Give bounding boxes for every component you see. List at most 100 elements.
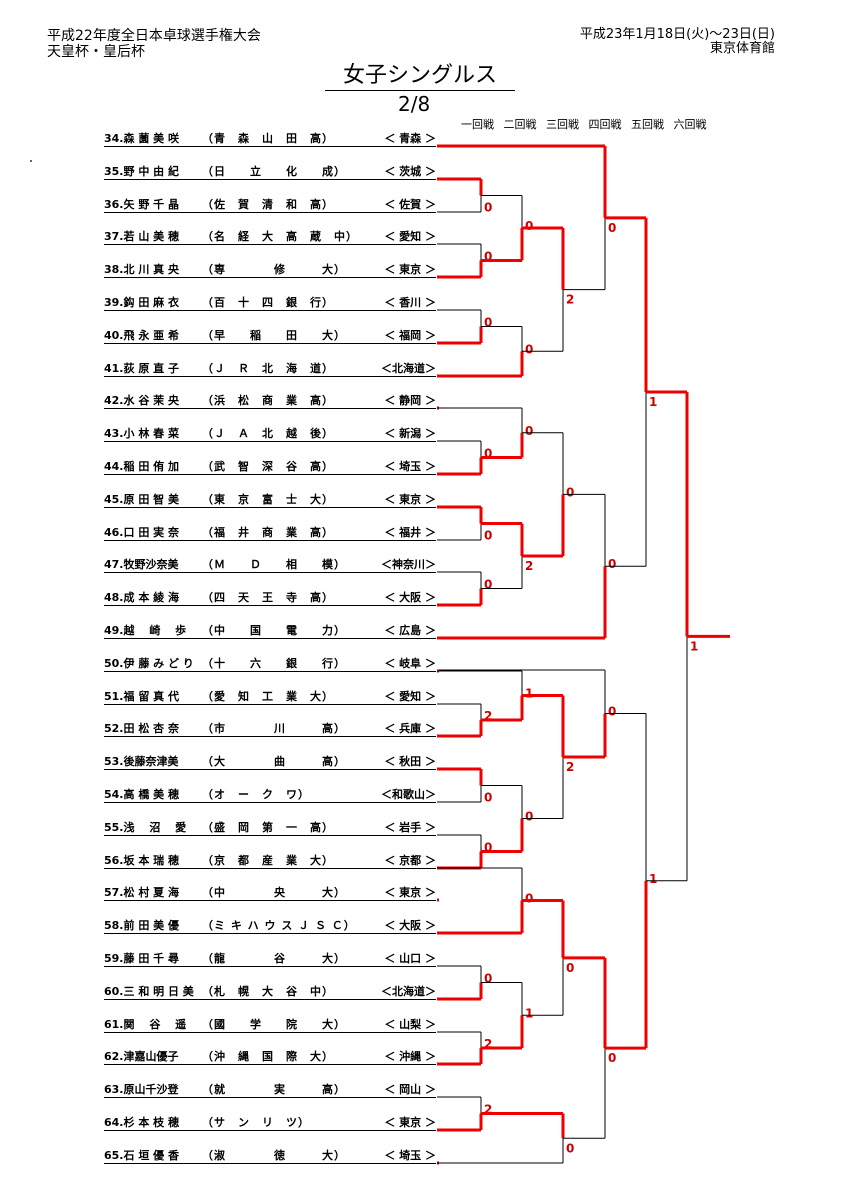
player-affiliation: （名 経 大 高 蔵 中） (202, 230, 358, 243)
match-score: 2 (484, 1037, 492, 1051)
match-score: 2 (484, 1103, 492, 1117)
match-score: 0 (484, 316, 492, 330)
player-entry: 45.原 田 智 美 （東 京 富 士 大） ＜ 東京 ＞ (104, 493, 436, 508)
match-score: 0 (484, 841, 492, 855)
match-score: 0 (484, 201, 492, 215)
player-entry: 46.口 田 実 奈 （福 井 商 業 高） ＜ 福井 ＞ (104, 526, 436, 541)
player-name: 35.野 中 由 紀 (104, 165, 179, 178)
player-prefecture: ＜ 東京 ＞ (384, 1116, 436, 1129)
match-score: 0 (608, 557, 616, 571)
player-prefecture: ＜ 東京 ＞ (384, 493, 436, 506)
player-entry: 37.若 山 美 穂 （名 経 大 高 蔵 中） ＜ 愛知 ＞ (104, 230, 436, 245)
player-affiliation: （中 央 大） (202, 886, 346, 899)
player-name: 59.藤 田 千 尋 (104, 952, 179, 965)
player-entry: 64.杉 本 枝 穂 （サ ン リ ツ） ＜ 東京 ＞ (104, 1116, 436, 1131)
player-name: 41.荻 原 直 子 (104, 362, 179, 375)
player-prefecture: ＜ 沖縄 ＞ (384, 1050, 436, 1063)
player-affiliation: （Ｊ Ｒ 北 海 道） (202, 362, 334, 375)
match-score: 0 (566, 485, 574, 499)
player-prefecture: ＜ 山口 ＞ (384, 952, 436, 965)
player-name: 46.口 田 実 奈 (104, 526, 179, 539)
player-name: 52.田 松 杏 奈 (104, 722, 179, 735)
player-entry: 65.石 垣 優 香 （淑 徳 大） ＜ 埼玉 ＞ (104, 1149, 436, 1164)
player-prefecture: ＜神奈川＞ (381, 558, 436, 571)
player-name: 45.原 田 智 美 (104, 493, 179, 506)
player-affiliation: （四 天 王 寺 高） (202, 591, 334, 604)
player-affiliation: （Ｊ Ａ 北 越 後） (202, 427, 334, 440)
player-prefecture: ＜ 茨城 ＞ (384, 165, 436, 178)
player-affiliation: （青 森 山 田 高） (202, 132, 334, 145)
player-entry: 62.津嘉山優子 （沖 縄 国 際 大） ＜ 沖縄 ＞ (104, 1050, 436, 1065)
player-affiliation: （佐 賀 清 和 高） (202, 198, 334, 211)
match-score: 0 (608, 221, 616, 235)
player-prefecture: ＜ 埼玉 ＞ (384, 1149, 436, 1162)
player-entry: 44.稲 田 侑 加 （武 智 深 谷 高） ＜ 埼玉 ＞ (104, 460, 436, 475)
player-entry: 63.原山千沙登 （就 実 高） ＜ 岡山 ＞ (104, 1083, 436, 1098)
player-affiliation: （専 修 大） (202, 263, 346, 276)
player-name: 54.高 橋 美 穂 (104, 788, 179, 801)
player-affiliation: （京 都 産 業 大） (202, 854, 334, 867)
player-name: 50.伊 藤 み ど り (104, 657, 194, 670)
player-name: 40.飛 永 亜 希 (104, 329, 179, 342)
match-score: 2 (566, 293, 574, 307)
player-entry: 47.牧野沙奈美 （Ｍ Ｄ 相 模） ＜神奈川＞ (104, 558, 436, 573)
player-affiliation: （武 智 深 谷 高） (202, 460, 334, 473)
player-affiliation: （中 国 電 力） (202, 624, 346, 637)
player-name: 47.牧野沙奈美 (104, 558, 179, 571)
player-name: 48.成 本 綾 海 (104, 591, 179, 604)
player-entry: 38.北 川 真 央 （専 修 大） ＜ 東京 ＞ (104, 263, 436, 278)
round-labels: 一回戦 二回戦 三回戦 四回戦 五回戦 六回戦 (461, 118, 707, 131)
player-prefecture: ＜ 佐賀 ＞ (384, 198, 436, 211)
player-prefecture: ＜ 香川 ＞ (384, 296, 436, 309)
match-score: 1 (525, 1006, 533, 1020)
player-prefecture: ＜ 岩手 ＞ (384, 821, 436, 834)
player-entry: 60.三 和 明 日 美 （札 幌 大 谷 中） ＜北海道＞ (104, 985, 436, 1000)
player-entry: 40.飛 永 亜 希 （早 稲 田 大） ＜ 福岡 ＞ (104, 329, 436, 344)
player-prefecture: ＜ 山梨 ＞ (384, 1018, 436, 1031)
match-score: 1 (649, 395, 657, 409)
player-affiliation: （十 六 銀 行） (202, 657, 346, 670)
match-score: 0 (525, 342, 533, 356)
player-affiliation: （東 京 富 士 大） (202, 493, 334, 506)
player-entry: 36.矢 野 千 晶 （佐 賀 清 和 高） ＜ 佐賀 ＞ (104, 198, 436, 213)
match-score: 0 (525, 424, 533, 438)
match-score: 1 (649, 872, 657, 886)
player-entry: 55.浅 沼 愛 （盛 岡 第 一 高） ＜ 岩手 ＞ (104, 821, 436, 836)
match-score: 2 (484, 709, 492, 723)
player-name: 62.津嘉山優子 (104, 1050, 179, 1063)
match-score: 0 (484, 250, 492, 264)
player-prefecture: ＜ 愛知 ＞ (384, 690, 436, 703)
player-prefecture: ＜ 岐阜 ＞ (384, 657, 436, 670)
player-prefecture: ＜和歌山＞ (381, 788, 436, 801)
player-affiliation: （盛 岡 第 一 高） (202, 821, 334, 834)
player-affiliation: （百 十 四 銀 行） (202, 296, 334, 309)
player-name: 53.後藤奈津美 (104, 755, 179, 768)
player-name: 51.福 留 真 代 (104, 690, 179, 703)
player-name: 44.稲 田 侑 加 (104, 460, 179, 473)
tournament-subtitle: 天皇杯・皇后杯 (47, 44, 145, 60)
match-score: 2 (525, 559, 533, 573)
player-entry: 51.福 留 真 代 （愛 知 工 業 大） ＜ 愛知 ＞ (104, 690, 436, 705)
player-name: 61.関 谷 遥 (104, 1018, 187, 1031)
player-affiliation: （Ｍ Ｄ 相 模） (202, 558, 346, 571)
player-affiliation: （札 幌 大 谷 中） (202, 985, 334, 998)
player-entry: 58.前 田 美 優 （ミ キ ハ ウ ス Ｊ Ｓ Ｃ） ＜ 大阪 ＞ (104, 919, 436, 934)
player-entry: 42.水 谷 茉 央 （浜 松 商 業 高） ＜ 静岡 ＞ (104, 394, 436, 409)
player-name: 38.北 川 真 央 (104, 263, 179, 276)
match-score: 0 (525, 810, 533, 824)
player-prefecture: ＜ 秋田 ＞ (384, 755, 436, 768)
player-name: 37.若 山 美 穂 (104, 230, 179, 243)
player-name: 39.鈎 田 麻 衣 (104, 296, 179, 309)
match-score: 0 (525, 219, 533, 233)
player-entry: 43.小 林 春 菜 （Ｊ Ａ 北 越 後） ＜ 新潟 ＞ (104, 427, 436, 442)
player-entry: 39.鈎 田 麻 衣 （百 十 四 銀 行） ＜ 香川 ＞ (104, 296, 436, 311)
player-entry: 48.成 本 綾 海 （四 天 王 寺 高） ＜ 大阪 ＞ (104, 591, 436, 606)
player-affiliation: （市 川 高） (202, 722, 346, 735)
player-name: 34.森 薗 美 咲 (104, 132, 179, 145)
player-entry: 59.藤 田 千 尋 （龍 谷 大） ＜ 山口 ＞ (104, 952, 436, 967)
player-affiliation: （淑 徳 大） (202, 1149, 346, 1162)
player-affiliation: （國 学 院 大） (202, 1018, 346, 1031)
player-prefecture: ＜北海道＞ (381, 362, 436, 375)
player-name: 65.石 垣 優 香 (104, 1149, 179, 1162)
player-prefecture: ＜ 東京 ＞ (384, 886, 436, 899)
